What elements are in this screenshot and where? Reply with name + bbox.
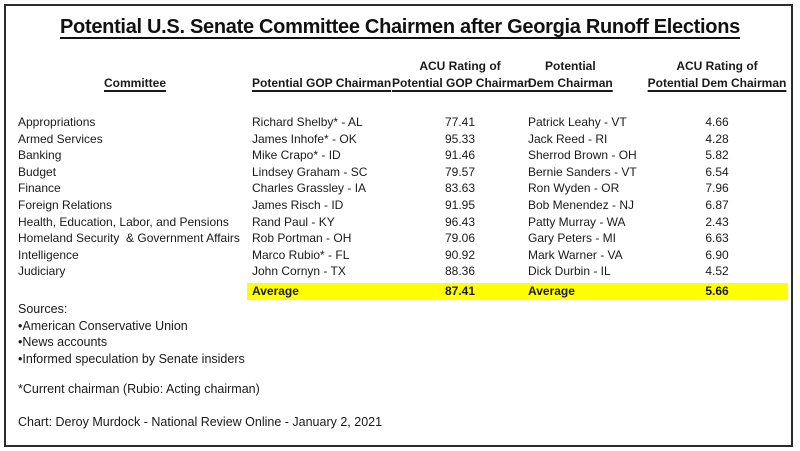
dem-acu-cell: 6.90 (705, 247, 729, 262)
table-row: Appropriations Richard Shelby* - AL 77.4… (18, 114, 788, 131)
average-row: Average 87.41 Average 5.66 (18, 282, 788, 300)
col-header-dem-chairman: Potential Dem Chairman (528, 59, 613, 90)
dem-acu-cell: 6.87 (705, 197, 729, 212)
sources-section: Sources: •American Conservative Union •N… (18, 301, 245, 367)
source-item: •Informed speculation by Senate insiders (18, 351, 245, 366)
gop-chairman-cell: Lindsey Graham - SC (252, 164, 368, 179)
committee-cell: Banking (18, 148, 62, 163)
data-table: Committee Potential GOP Chairman ACU Rat… (18, 58, 788, 300)
committee-cell: Armed Services (18, 131, 103, 146)
dem-chairman-cell: Bob Menendez - NJ (528, 197, 635, 212)
gop-acu-cell: 88.36 (444, 264, 476, 279)
table-row: Finance Charles Grassley - IA 83.63 Ron … (18, 180, 788, 197)
average-gop-acu: 87.41 (392, 282, 528, 300)
committee-cell: Appropriations (18, 115, 96, 129)
table-row: Budget Lindsey Graham - SC 79.57 Bernie … (18, 164, 788, 181)
gop-chairman-cell: Charles Grassley - IA (252, 181, 367, 196)
gop-chairman-cell: James Inhofe* - OK (252, 131, 357, 146)
dem-acu-cell: 4.28 (705, 131, 729, 146)
committee-cell: Health, Education, Labor, and Pensions (18, 214, 229, 229)
average-dem-acu: 5.66 (646, 282, 788, 300)
dem-acu-cell: 6.63 (705, 231, 729, 246)
gop-acu-cell: 95.33 (444, 131, 476, 146)
chairman-note: *Current chairman (Rubio: Acting chairma… (18, 382, 260, 396)
bullet-icon: • (18, 318, 23, 333)
gop-chairman-cell: Richard Shelby* - AL (252, 115, 363, 129)
dem-acu-cell: 4.66 (705, 115, 729, 129)
average-empty-cell (18, 283, 252, 300)
source-item: •American Conservative Union (18, 318, 188, 333)
table-row: Judiciary John Cornyn - TX 88.36 Dick Du… (18, 263, 788, 280)
gop-acu-cell: 96.43 (444, 214, 476, 229)
col-header-committee: Committee (103, 76, 166, 90)
bullet-icon: • (18, 351, 23, 366)
col-header-gop-acu-rating: ACU Rating of Potential GOP Chairman (392, 59, 532, 90)
gop-acu-cell: 90.92 (444, 247, 476, 262)
bullet-icon: • (18, 335, 23, 349)
gop-acu-cell: 91.95 (444, 197, 476, 212)
table-row: Armed Services James Inhofe* - OK 95.33 … (18, 131, 788, 148)
gop-acu-cell: 91.46 (444, 148, 476, 163)
table-body: Appropriations Richard Shelby* - AL 77.4… (18, 114, 788, 280)
dem-chairman-cell: Sherrod Brown - OH (528, 148, 637, 163)
dem-chairman-cell: Mark Warner - VA (528, 247, 623, 262)
page-title: Potential U.S. Senate Committee Chairmen… (0, 16, 800, 39)
gop-chairman-cell: Rob Portman - OH (252, 231, 352, 246)
gop-acu-cell: 77.41 (444, 115, 476, 129)
committee-cell: Foreign Relations (18, 197, 113, 212)
chart-credit: Chart: Deroy Murdock - National Review O… (18, 415, 383, 429)
dem-acu-cell: 7.96 (705, 181, 729, 196)
committee-cell: Judiciary (18, 264, 66, 279)
gop-chairman-cell: Marco Rubio* - FL (252, 247, 350, 262)
table-header-row: Committee Potential GOP Chairman ACU Rat… (18, 58, 788, 92)
gop-acu-cell: 83.63 (444, 181, 476, 196)
source-item: •News accounts (18, 335, 108, 349)
dem-chairman-cell: Gary Peters - MI (528, 231, 617, 246)
dem-chairman-cell: Jack Reed - RI (528, 131, 608, 146)
dem-chairman-cell: Patrick Leahy - VT (528, 115, 627, 129)
dem-acu-cell: 6.54 (705, 164, 729, 179)
dem-chairman-cell: Dick Durbin - IL (528, 264, 611, 279)
sources-label: Sources: (18, 302, 68, 316)
dem-chairman-cell: Patty Murray - WA (528, 214, 626, 229)
dem-acu-cell: 2.43 (705, 214, 729, 229)
dem-acu-cell: 5.82 (705, 148, 729, 163)
gop-acu-cell: 79.06 (444, 231, 476, 246)
page-title-text: Potential U.S. Senate Committee Chairmen… (60, 16, 740, 38)
gop-acu-cell: 79.57 (444, 164, 476, 179)
gop-chairman-cell: Rand Paul - KY (252, 214, 335, 229)
gop-chairman-cell: John Cornyn - TX (252, 264, 346, 279)
average-dem-label: Average (528, 282, 646, 300)
gop-chairman-cell: James Risch - ID (252, 197, 344, 212)
table-row: Foreign Relations James Risch - ID 91.95… (18, 197, 788, 214)
table-row: Banking Mike Crapo* - ID 91.46 Sherrod B… (18, 147, 788, 164)
table-row: Homeland Security & Government Affairs R… (18, 230, 788, 247)
col-header-dem-acu-rating: ACU Rating of Potential Dem Chairman (647, 59, 787, 90)
dem-acu-cell: 4.52 (705, 264, 729, 279)
average-gop-label: Average (247, 282, 392, 300)
committee-cell: Budget (18, 164, 57, 179)
table-row: Health, Education, Labor, and Pensions R… (18, 214, 788, 231)
committee-cell: Intelligence (18, 247, 79, 262)
table-row: Intelligence Marco Rubio* - FL 90.92 Mar… (18, 247, 788, 264)
col-header-gop-chairman: Potential GOP Chairman (252, 76, 392, 90)
dem-chairman-cell: Bernie Sanders - VT (528, 164, 637, 179)
dem-chairman-cell: Ron Wyden - OR (528, 181, 620, 196)
committee-cell: Homeland Security & Government Affairs (18, 231, 240, 246)
committee-cell: Finance (18, 181, 61, 196)
gop-chairman-cell: Mike Crapo* - ID (252, 148, 341, 163)
